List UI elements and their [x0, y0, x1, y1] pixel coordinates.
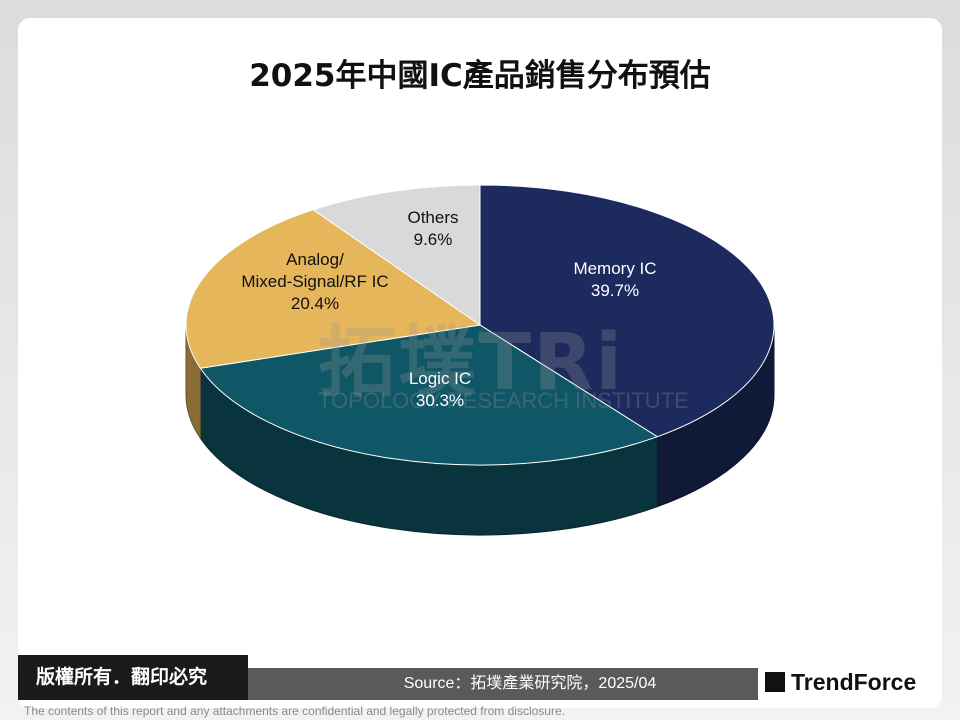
- slice-label: Others 9.6%: [407, 207, 458, 251]
- value-label: 30.3%: [415, 391, 465, 410]
- chart-title: 2025年中國IC產品銷售分布預估: [249, 58, 711, 94]
- value-label: 20.4%: [290, 294, 340, 313]
- category-label: Others: [407, 208, 459, 227]
- value-label: 9.6%: [413, 230, 453, 249]
- watermark-logo: 拓墣TRi: [318, 318, 625, 408]
- category-label: Analog/ Mixed-Signal/RF IC: [241, 250, 389, 291]
- brand: TrendForce: [765, 662, 945, 702]
- slice: [479, 184, 775, 438]
- category-label: Logic IC: [408, 369, 472, 388]
- slice-label: Logic IC 30.3%: [409, 368, 471, 412]
- slice: [185, 209, 482, 369]
- slice-label: Analog/ Mixed-Signal/RF IC 20.4%: [241, 249, 388, 315]
- category-label: Memory IC: [573, 259, 657, 278]
- source-bar: [248, 668, 758, 700]
- slice: [199, 324, 659, 466]
- copyright: 版權所有．翻印必究: [18, 655, 248, 700]
- slice: [312, 184, 481, 326]
- disclaimer: The contents of this report and any atta…: [24, 704, 565, 718]
- slice-label: Memory IC 39.7%: [573, 258, 656, 302]
- source: Source：拓墣產業研究院，2025/04: [403, 675, 657, 692]
- value-label: 39.7%: [590, 281, 640, 300]
- watermark-name: TOPOLOGY RESEARCH INSTITUTE: [318, 388, 689, 413]
